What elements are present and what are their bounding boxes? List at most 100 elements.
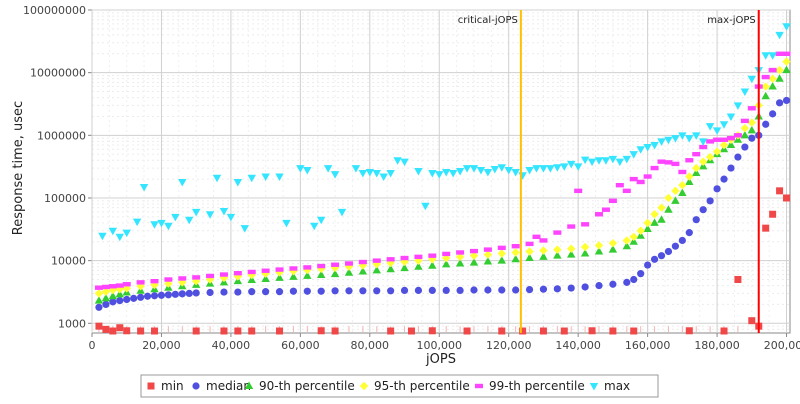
point-95-th-percentile: [497, 249, 506, 258]
point-95-th-percentile: [525, 247, 534, 256]
point-95-th-percentile: [191, 276, 201, 286]
y-tick-label: 1000: [58, 317, 86, 330]
point-max: [469, 165, 479, 173]
point-max: [594, 157, 604, 165]
point-median: [192, 289, 200, 297]
point-90-th-percentile: [428, 261, 437, 269]
point-99-th-percentile: [692, 151, 701, 157]
point-90-th-percentile: [372, 265, 381, 274]
point-max: [191, 208, 201, 217]
point-99-th-percentile: [733, 133, 742, 138]
point-90-th-percentile: [115, 289, 124, 298]
series-99-th-percentile: [94, 51, 791, 290]
point-99-th-percentile: [601, 207, 610, 212]
point-99-th-percentile: [581, 222, 590, 227]
point-99-th-percentile: [768, 67, 777, 73]
point-min: [463, 327, 471, 335]
point-95-th-percentile: [636, 226, 645, 235]
point-median: [456, 286, 464, 294]
point-max: [212, 174, 222, 183]
point-90-th-percentile: [782, 65, 791, 74]
point-min: [428, 327, 436, 335]
point-95-th-percentile: [712, 147, 722, 156]
point-max: [476, 166, 486, 175]
point-max: [601, 157, 611, 165]
point-99-th-percentile: [699, 144, 708, 150]
point-99-th-percentile: [233, 271, 242, 276]
y-tick-label: 10000: [51, 255, 86, 268]
point-max: [448, 170, 458, 178]
point-median: [137, 293, 145, 301]
point-median: [581, 283, 589, 291]
point-max: [337, 208, 347, 217]
point-90-th-percentile: [289, 272, 298, 280]
point-median: [637, 270, 645, 278]
point-95-th-percentile: [594, 241, 604, 250]
point-max: [261, 173, 270, 182]
point-90-th-percentile: [303, 271, 312, 279]
point-max: [310, 222, 319, 231]
series-median: [95, 96, 791, 311]
point-99-th-percentile: [101, 284, 110, 290]
point-90-th-percentile: [539, 252, 548, 260]
point-median: [289, 287, 298, 295]
y-tick-label: 10000000: [30, 67, 86, 80]
point-max: [178, 178, 187, 187]
point-95-th-percentile: [664, 193, 673, 203]
point-max: [747, 75, 757, 84]
point-99-th-percentile: [192, 275, 201, 280]
point-99-th-percentile: [650, 165, 659, 171]
point-max: [650, 142, 659, 150]
point-max: [164, 222, 173, 231]
point-max: [351, 165, 361, 173]
point-min: [609, 327, 617, 335]
point-95-th-percentile: [608, 238, 618, 248]
point-median: [630, 275, 638, 284]
point-95-th-percentile: [164, 279, 173, 288]
point-max: [504, 166, 513, 175]
point-max: [157, 219, 166, 228]
point-median: [185, 289, 193, 297]
point-max: [705, 123, 715, 131]
point-max: [296, 165, 305, 173]
point-median: [664, 247, 673, 256]
point-90-th-percentile: [657, 215, 666, 223]
point-99-th-percentile: [469, 248, 478, 254]
point-99-th-percentile: [442, 251, 451, 257]
point-median: [428, 286, 436, 294]
legend-marker-median: [192, 382, 200, 390]
point-median: [706, 197, 714, 205]
point-max: [455, 167, 465, 176]
point-min: [317, 327, 325, 335]
point-max: [219, 207, 229, 216]
point-max: [615, 158, 625, 167]
y-axis-title: Response time, usec: [11, 101, 26, 235]
point-90-th-percentile: [567, 250, 576, 258]
point-max: [247, 174, 256, 183]
point-median: [644, 261, 652, 269]
point-max: [185, 216, 194, 225]
point-median: [331, 287, 339, 295]
point-95-th-percentile: [136, 282, 145, 291]
point-median: [345, 287, 353, 295]
point-median: [442, 286, 450, 294]
point-max: [462, 165, 472, 173]
point-90-th-percentile: [386, 264, 395, 273]
point-min: [137, 327, 145, 335]
x-tick-label: 40,000: [212, 339, 251, 352]
point-99-th-percentile: [747, 106, 756, 111]
point-median: [498, 286, 506, 294]
point-min: [276, 327, 284, 335]
legend-marker-90-th-percentile: [244, 381, 254, 389]
point-99-th-percentile: [782, 51, 791, 56]
legend-label-95-th-percentile: 95-th percentile: [374, 379, 470, 393]
point-90-th-percentile: [768, 82, 777, 90]
point-90-th-percentile: [316, 270, 326, 278]
point-median: [178, 290, 186, 298]
point-min: [783, 194, 791, 202]
point-median: [116, 297, 124, 305]
legend-item-90-th-percentile: 90-th percentile: [244, 379, 355, 393]
point-max: [240, 225, 249, 233]
point-max: [664, 136, 673, 145]
point-99-th-percentile: [608, 198, 617, 204]
